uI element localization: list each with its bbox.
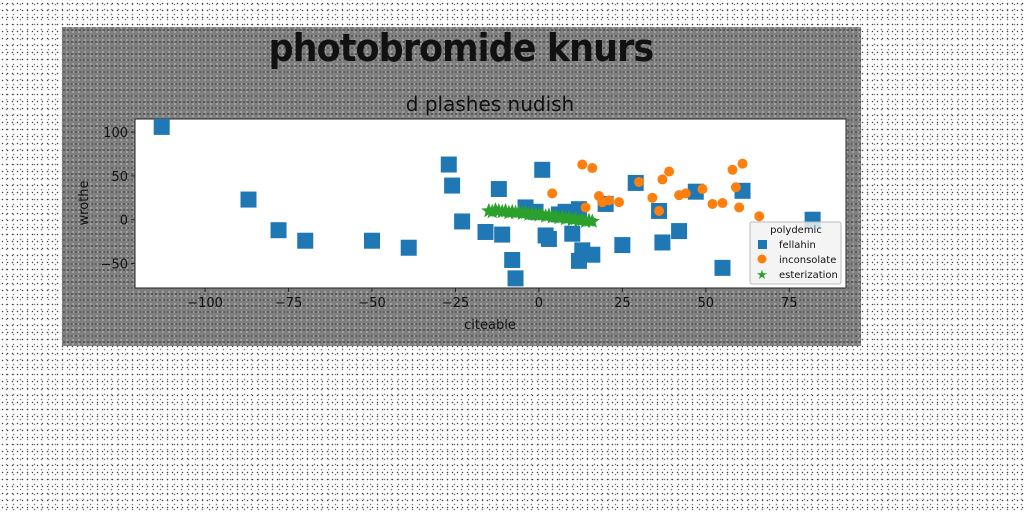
point-esterization (584, 213, 600, 228)
point-inconsolate (717, 198, 728, 209)
point-fellahin (490, 181, 507, 198)
x-tick-label: −100 (187, 296, 223, 311)
point-inconsolate (580, 202, 591, 213)
point-inconsolate (647, 192, 658, 203)
axis-ticks: −100 −75 −50 −25 0 25 50 75 −50 0 50 100 (101, 126, 798, 311)
point-fellahin (504, 251, 521, 268)
point-inconsolate (547, 188, 558, 199)
point-inconsolate (654, 205, 665, 216)
point-inconsolate (727, 164, 738, 175)
point-fellahin (540, 230, 557, 247)
point-fellahin (477, 223, 494, 240)
legend: polydemic fellahin inconsolate ★ esteriz… (749, 221, 842, 285)
point-inconsolate (707, 198, 718, 209)
y-axis-label: wrothe (77, 181, 92, 226)
x-tick-label: 50 (698, 296, 715, 311)
point-inconsolate (614, 197, 625, 208)
legend-label-esterization: esterization (779, 270, 838, 281)
legend-label-inconsolate: inconsolate (779, 255, 836, 266)
y-tick-label: 0 (120, 214, 128, 229)
point-inconsolate (664, 166, 675, 177)
point-fellahin (564, 225, 581, 242)
point-inconsolate (754, 211, 765, 222)
point-fellahin (671, 223, 688, 240)
point-fellahin (270, 222, 287, 239)
figure-title: photobromide knurs (268, 26, 655, 70)
chart-title: d plashes nudish (406, 92, 574, 116)
point-inconsolate (634, 177, 645, 188)
data-marks (153, 118, 821, 287)
x-tick-label: 0 (535, 296, 543, 311)
point-fellahin (714, 259, 731, 276)
point-fellahin (240, 191, 257, 208)
point-fellahin (654, 234, 671, 251)
point-fellahin (297, 232, 314, 249)
legend-marker-esterization: ★ (756, 268, 768, 283)
x-axis-label: citeable (464, 318, 516, 333)
point-fellahin (364, 232, 380, 249)
point-fellahin (614, 237, 631, 254)
x-tick-label: 75 (781, 296, 798, 311)
point-inconsolate (577, 159, 588, 170)
legend-box (749, 221, 842, 285)
y-tick-label: 100 (103, 126, 128, 141)
point-fellahin (153, 118, 170, 135)
point-fellahin (444, 177, 461, 194)
point-fellahin (507, 270, 524, 287)
x-tick-label: −50 (358, 296, 385, 311)
legend-label-fellahin: fellahin (779, 240, 816, 251)
x-tick-label: −25 (442, 296, 469, 311)
point-fellahin (494, 226, 511, 243)
x-tick-label: 25 (614, 296, 631, 311)
point-inconsolate (734, 202, 745, 213)
point-inconsolate (587, 163, 598, 174)
point-inconsolate (697, 184, 708, 195)
point-inconsolate (680, 188, 691, 199)
point-fellahin (440, 156, 457, 173)
point-inconsolate (604, 195, 614, 206)
point-fellahin (454, 213, 471, 230)
point-inconsolate (730, 182, 741, 193)
point-fellahin (400, 239, 417, 256)
y-tick-label: 50 (111, 170, 128, 185)
point-esterization (484, 203, 500, 219)
point-fellahin (534, 161, 551, 178)
y-tick-label: −50 (101, 257, 128, 272)
legend-marker-fellahin (758, 240, 767, 249)
point-inconsolate (737, 158, 748, 169)
point-fellahin (570, 252, 587, 269)
point-fellahin (584, 246, 601, 263)
legend-title: polydemic (770, 225, 822, 236)
legend-marker-inconsolate (757, 254, 767, 264)
x-tick-label: −75 (275, 296, 302, 311)
point-inconsolate (657, 174, 668, 185)
